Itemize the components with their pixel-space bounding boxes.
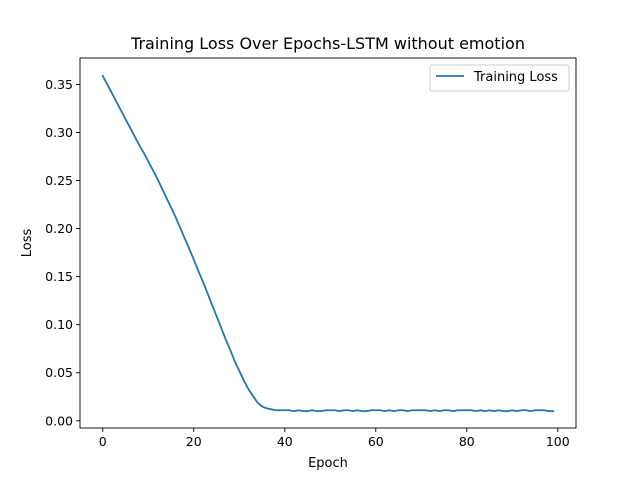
- y-tick-label: 0.05: [45, 365, 73, 380]
- legend: Training Loss: [429, 64, 570, 92]
- x-tick-label: 40: [277, 434, 293, 449]
- y-tick-label: 0.10: [45, 317, 73, 332]
- y-tick-label: 0.30: [45, 125, 73, 140]
- plot-frame: [79, 57, 577, 429]
- y-tick-label: 0.20: [45, 221, 73, 236]
- y-tick-label: 0.15: [45, 269, 73, 284]
- x-tick-label: 20: [186, 434, 202, 449]
- x-tick-label: 100: [546, 434, 570, 449]
- y-tick-label: 0.00: [45, 413, 73, 428]
- y-tick-label: 0.25: [45, 173, 73, 188]
- x-axis-label: Epoch: [308, 456, 348, 471]
- tick-group: 0 20 40 60 80 100 0.00 0.05 0.10 0.15 0.20 0.25 0.30…: [45, 77, 570, 449]
- y-tick-label: 0.35: [45, 77, 73, 92]
- series-line-training-loss: [101, 74, 555, 413]
- x-tick-label: 0: [99, 434, 107, 449]
- legend-box: [429, 64, 570, 92]
- legend-label-training-loss: Training Loss: [473, 70, 558, 85]
- x-tick-label: 80: [459, 434, 475, 449]
- x-tick-label: 60: [368, 434, 384, 449]
- y-axis-label: Loss: [20, 229, 35, 258]
- chart-title: Training Loss Over Epochs-LSTM without e…: [130, 34, 525, 53]
